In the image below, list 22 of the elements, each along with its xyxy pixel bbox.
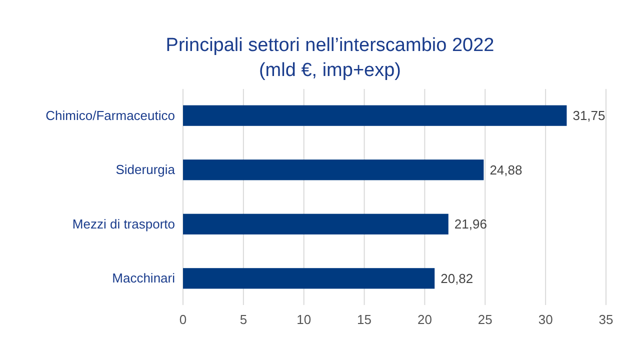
bar xyxy=(183,268,435,289)
data-label: 20,82 xyxy=(440,270,474,286)
chart-title: Principali settori nell’interscambio 2022 xyxy=(166,35,494,56)
y-tick-label: Mezzi di trasporto xyxy=(72,216,175,232)
x-tick-label: 5 xyxy=(240,312,248,328)
x-tick-label: 10 xyxy=(296,312,312,328)
x-tick-label: 35 xyxy=(598,312,614,328)
y-tick-label: Macchinari xyxy=(112,270,176,286)
data-label: 21,96 xyxy=(454,216,487,232)
x-tick-label: 15 xyxy=(357,312,372,328)
bar xyxy=(183,160,484,180)
x-tick-label: 20 xyxy=(417,312,432,328)
y-tick-label: Siderurgia xyxy=(116,162,176,178)
data-label: 24,88 xyxy=(490,162,522,178)
chart-subtitle: (mld €, imp+exp) xyxy=(258,60,402,81)
bar xyxy=(183,105,567,126)
data-label: 31,75 xyxy=(572,108,606,124)
y-tick-label: Chimico/Farmaceutico xyxy=(46,108,175,123)
x-tick-label: 0 xyxy=(179,312,187,328)
x-tick-label: 25 xyxy=(478,312,492,328)
x-tick-label: 30 xyxy=(538,312,553,328)
bar xyxy=(183,214,448,234)
